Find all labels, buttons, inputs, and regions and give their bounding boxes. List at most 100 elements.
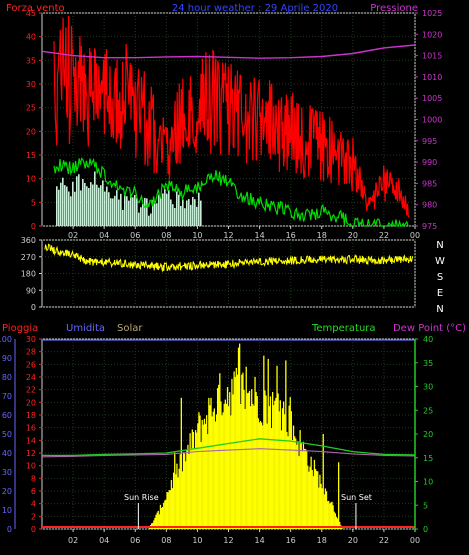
wind-low-bar bbox=[56, 186, 58, 226]
solar-bar bbox=[299, 430, 301, 529]
solar-bar bbox=[271, 392, 274, 529]
humidity-tick-label: 90 bbox=[2, 354, 12, 363]
temperature-label: Temperatura bbox=[311, 323, 376, 334]
temperature-tick-label: 35 bbox=[423, 359, 433, 368]
direction-tick-label: 270 bbox=[21, 253, 36, 262]
solar-bar bbox=[311, 470, 313, 529]
weather-panel: 0102030405060708090100024681012141618202… bbox=[0, 323, 466, 545]
solar-bar bbox=[204, 423, 207, 529]
solar-bar bbox=[196, 432, 198, 529]
solar-bar bbox=[251, 389, 253, 529]
solar-bar bbox=[260, 422, 263, 529]
wind-low-bar bbox=[92, 184, 94, 226]
solar-bar bbox=[269, 396, 272, 529]
wind-low-bar bbox=[168, 190, 170, 226]
weather-x-tick-label: 04 bbox=[99, 536, 109, 545]
solar-bar bbox=[318, 487, 320, 529]
wind-x-ticks: 02 04 06 08 10 12 14 16 18 20 22 00 bbox=[68, 226, 420, 240]
wind-low-bar bbox=[110, 198, 112, 226]
wind-low-bar bbox=[152, 200, 154, 226]
rain-tick-label: 2 bbox=[31, 512, 36, 521]
solar-bar bbox=[219, 373, 221, 529]
solar-bar bbox=[174, 452, 176, 529]
wind-low-bar bbox=[64, 185, 66, 226]
rain-tick-label: 28 bbox=[26, 348, 36, 357]
solar-bar bbox=[276, 365, 278, 529]
weather-x-tick-label: 06 bbox=[130, 536, 140, 545]
weather-x-tick-label: 18 bbox=[317, 536, 327, 545]
chart-title: 24 hour weather : 29 Aprile 2020 bbox=[172, 3, 338, 14]
solar-bar bbox=[198, 412, 200, 529]
solar-bar bbox=[192, 431, 195, 529]
solar-bar bbox=[208, 397, 210, 529]
humidity-tick-label: 80 bbox=[2, 373, 12, 382]
solar-bar bbox=[256, 396, 258, 529]
solar-bar bbox=[222, 412, 224, 529]
solar-bar bbox=[253, 405, 255, 529]
direction-tick-label: 90 bbox=[26, 286, 36, 295]
pressure-tick-label: 990 bbox=[422, 158, 437, 167]
wind-low-bar bbox=[174, 207, 176, 226]
solar-bar bbox=[166, 492, 168, 529]
solar-bar bbox=[339, 521, 341, 529]
sunset-label: Sun Set bbox=[341, 493, 372, 502]
wind-low-bar bbox=[100, 185, 102, 226]
solar-bar bbox=[328, 500, 330, 529]
solar-bar bbox=[330, 502, 332, 529]
solar-bar bbox=[218, 384, 220, 529]
sunrise-label: Sun Rise bbox=[124, 493, 159, 502]
wind-low-bar bbox=[122, 209, 124, 226]
solar-bar bbox=[244, 408, 246, 529]
compass-label: N bbox=[436, 304, 443, 315]
solar-bar bbox=[321, 488, 323, 529]
weather-x-tick-label: 16 bbox=[286, 536, 296, 545]
compass-label: W bbox=[435, 256, 445, 267]
solar-bar bbox=[236, 374, 239, 529]
solar-bar bbox=[262, 425, 264, 529]
wind-x-tick-label: 02 bbox=[68, 231, 78, 240]
solar-bar bbox=[240, 404, 242, 529]
wind-x-tick-label: 14 bbox=[254, 231, 264, 240]
wind-tick-label: 5 bbox=[31, 198, 36, 207]
compass-label: E bbox=[437, 288, 443, 299]
wind-low-bar bbox=[80, 190, 82, 226]
solar-bar bbox=[246, 393, 248, 529]
solar-bar bbox=[333, 511, 335, 529]
solar-bar bbox=[273, 405, 275, 529]
wind-low-bar bbox=[188, 199, 190, 226]
weather-x-tick-label: 00 bbox=[410, 536, 420, 545]
wind-low-bar bbox=[72, 181, 74, 226]
weather-x-tick-label: 14 bbox=[254, 536, 264, 545]
weather-x-tick-label: 12 bbox=[223, 536, 233, 545]
wind-low-bar bbox=[198, 192, 200, 226]
pressure-tick-label: 1015 bbox=[422, 52, 442, 61]
solar-bar bbox=[285, 360, 287, 529]
pressure-tick-label: 975 bbox=[422, 222, 437, 231]
solar-bar bbox=[182, 452, 185, 529]
wind-left-ticks: 0 5 10 15 20 25 30 35 40 45 bbox=[26, 9, 42, 231]
wind-low-bar bbox=[160, 197, 162, 226]
solar-bar bbox=[227, 406, 230, 529]
solar-bar bbox=[323, 494, 325, 529]
solar-bar bbox=[203, 418, 206, 529]
solar-bar bbox=[181, 471, 184, 529]
solar-bar bbox=[156, 512, 158, 529]
wind-low-bar bbox=[184, 208, 186, 226]
wind-low-bar bbox=[96, 184, 98, 226]
solar-bar bbox=[197, 423, 199, 529]
solar-bar bbox=[242, 372, 244, 529]
wind-tick-label: 20 bbox=[26, 127, 36, 136]
solar-bar bbox=[295, 438, 297, 529]
humidity-label: Umidita bbox=[66, 323, 105, 334]
wind-tick-label: 40 bbox=[26, 33, 36, 42]
wind-low-bar bbox=[70, 196, 72, 226]
solar-bar bbox=[265, 395, 267, 529]
wind-plot bbox=[41, 15, 416, 228]
temperature-tick-label: 5 bbox=[423, 501, 428, 510]
solar-bar bbox=[164, 500, 166, 529]
wind-x-tick-label: 16 bbox=[286, 231, 296, 240]
wind-low-bar bbox=[118, 199, 120, 226]
humidity-tick-label: 60 bbox=[2, 411, 12, 420]
rain-tick-label: 30 bbox=[26, 335, 36, 344]
solar-bar bbox=[325, 491, 328, 529]
